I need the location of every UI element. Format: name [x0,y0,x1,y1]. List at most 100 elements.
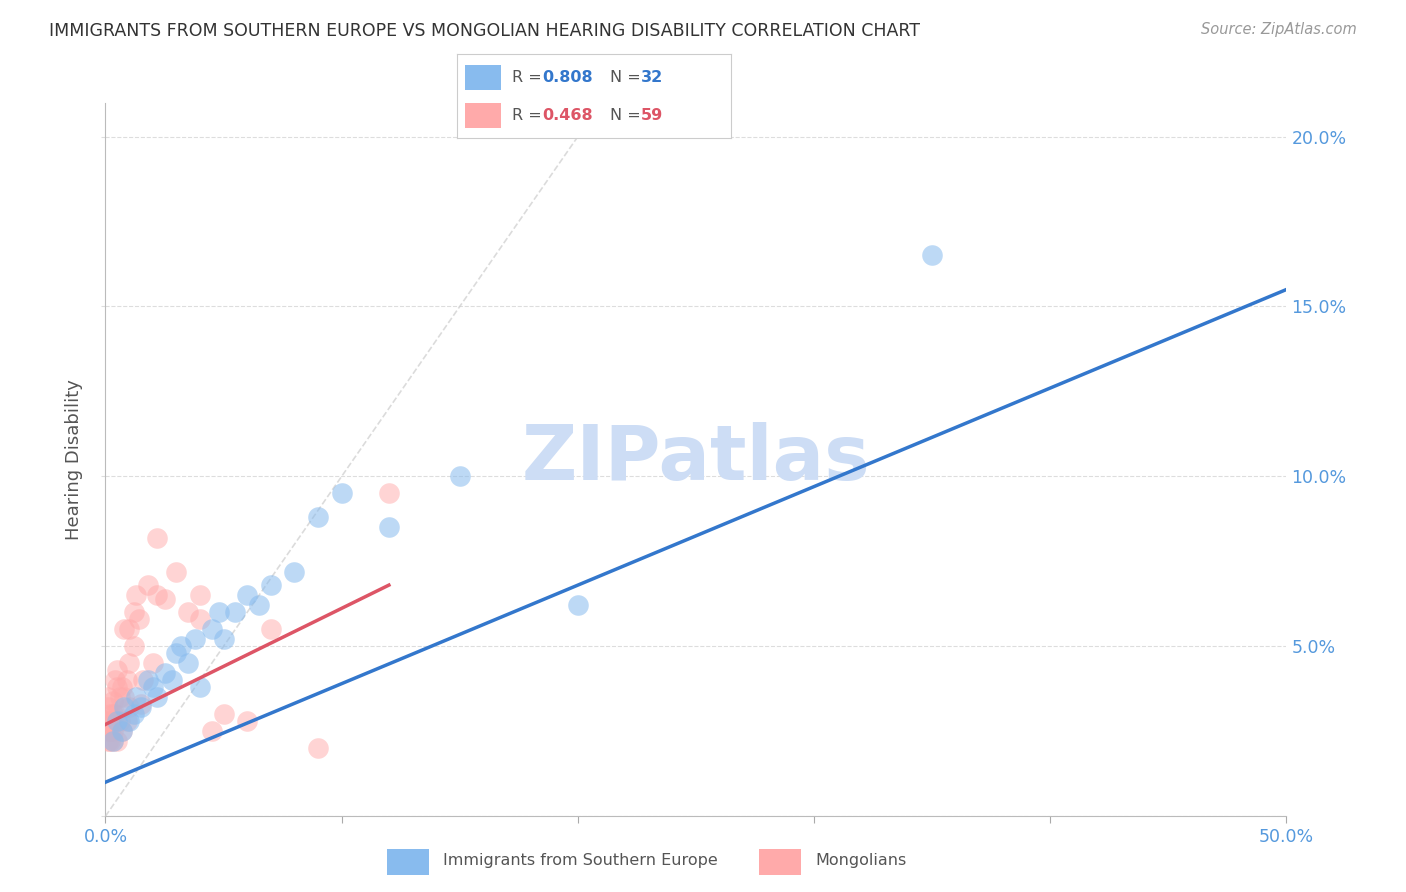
Point [236,588,259,602]
Text: 32: 32 [641,70,662,85]
Point [108,714,131,728]
Point [378,486,401,500]
Point [111,724,134,739]
Point [101,724,124,739]
Point [122,605,145,619]
Point [146,588,169,602]
Point [104,707,127,722]
Point [208,605,231,619]
Point [128,612,150,626]
Text: ZIPatlas: ZIPatlas [522,423,870,496]
Point [330,486,353,500]
Point [212,707,235,722]
Point [112,690,135,705]
Point [307,510,329,524]
Point [108,690,131,705]
Point [125,588,148,602]
Point [118,622,141,636]
Point [142,680,165,694]
Point [101,734,124,748]
Point [188,612,211,626]
Bar [759,849,801,875]
Point [201,724,224,739]
Point [165,646,187,660]
Point [97,690,120,705]
Text: IMMIGRANTS FROM SOUTHERN EUROPE VS MONGOLIAN HEARING DISABILITY CORRELATION CHAR: IMMIGRANTS FROM SOUTHERN EUROPE VS MONGO… [49,22,920,40]
Point [224,605,246,619]
Point [146,690,169,705]
Point [101,707,124,722]
Point [105,680,128,694]
Point [118,657,141,671]
Point [112,622,135,636]
Point [112,700,135,714]
Point [118,700,141,714]
Point [160,673,183,688]
Point [98,707,121,722]
Point [188,680,211,694]
Point [98,714,121,728]
Point [153,591,176,606]
Text: R =: R = [512,70,547,85]
Bar [387,849,429,875]
Text: Immigrants from Southern Europe: Immigrants from Southern Europe [443,854,717,868]
Point [136,673,159,688]
Point [98,724,121,739]
Point [212,632,235,647]
Point [105,663,128,677]
Point [111,680,134,694]
Point [378,520,401,534]
Y-axis label: Hearing Disability: Hearing Disability [65,379,83,540]
Point [118,714,141,728]
Point [105,734,128,748]
Point [98,734,121,748]
Point [260,622,283,636]
Text: R =: R = [512,108,547,123]
Point [177,657,200,671]
Point [236,714,259,728]
Point [177,605,200,619]
Point [122,707,145,722]
Point [283,565,305,579]
Text: 0.808: 0.808 [541,70,592,85]
Point [247,599,270,613]
Point [153,666,176,681]
Point [122,640,145,654]
Point [104,673,127,688]
Text: Mongolians: Mongolians [815,854,907,868]
Point [115,673,138,688]
Point [97,700,120,714]
Point [125,690,148,705]
Point [165,565,187,579]
Point [111,724,134,739]
Point [170,640,193,654]
Point [129,697,152,711]
Point [184,632,207,647]
Point [97,734,120,748]
Point [101,693,124,707]
Point [260,578,283,592]
Bar [465,103,501,128]
Point [142,657,165,671]
Point [201,622,224,636]
Point [921,248,943,262]
Point [146,531,169,545]
Point [136,578,159,592]
Point [132,673,155,688]
Text: 0.468: 0.468 [541,108,592,123]
Point [188,588,211,602]
Point [101,734,124,748]
Point [449,469,471,483]
Text: Source: ZipAtlas.com: Source: ZipAtlas.com [1201,22,1357,37]
Point [97,714,120,728]
Point [129,700,152,714]
Point [105,714,128,728]
Point [115,714,138,728]
Bar [465,64,501,90]
Text: 59: 59 [641,108,662,123]
Point [307,741,329,756]
Point [567,599,589,613]
Point [97,724,120,739]
Text: N =: N = [610,108,647,123]
Text: N =: N = [610,70,647,85]
